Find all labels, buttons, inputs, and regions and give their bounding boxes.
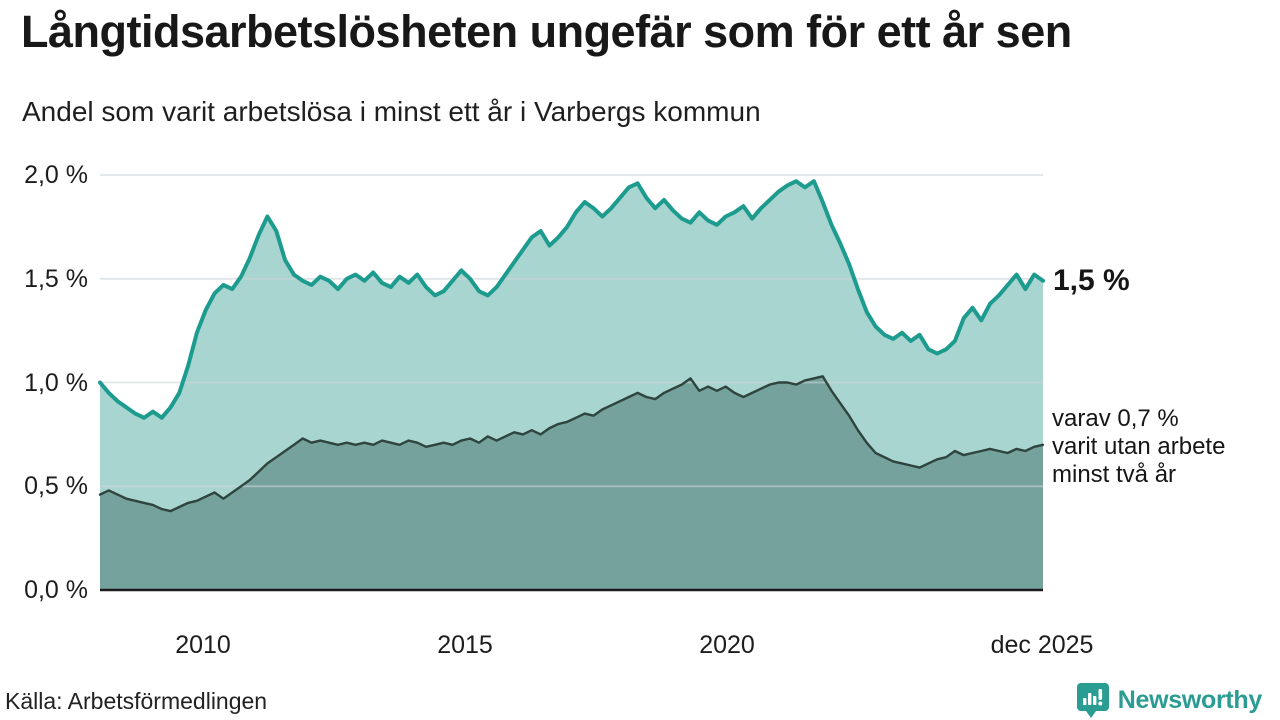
- x-tick-label: 2015: [437, 631, 493, 659]
- two-year-area: [100, 376, 1043, 590]
- y-tick-label: 2,0 %: [24, 161, 88, 189]
- x-tick-label: dec 2025: [990, 631, 1094, 659]
- x-tick-label: 2010: [175, 631, 231, 659]
- page-title: Långtidsarbetslösheten ungefär som för e…: [21, 6, 1072, 57]
- annotation-line: minst två år: [1052, 461, 1177, 488]
- newsworthy-logo: Newsworthy: [1076, 682, 1262, 718]
- two-year-line: [98, 375, 1045, 513]
- y-tick-label: 1,0 %: [24, 368, 88, 397]
- chart-subtitle: Andel som varit arbetslösa i minst ett å…: [22, 96, 761, 127]
- one-year-line: [98, 179, 1045, 420]
- annotation-line: varit utan arbete: [1052, 433, 1226, 460]
- sub-series-annotation: varav 0,7 % varit utan arbete minst två …: [1052, 405, 1225, 489]
- y-tick-label: 1,5 %: [24, 264, 88, 293]
- newsworthy-icon: [1076, 683, 1109, 718]
- y-tick-label: 0,0 %: [24, 576, 88, 604]
- source-note: Källa: Arbetsförmedlingen: [5, 688, 268, 714]
- newsworthy-wordmark: Newsworthy: [1117, 685, 1263, 714]
- y-tick-label: 0,5 %: [24, 472, 88, 500]
- series-end-value-label: 1,5 %: [1053, 264, 1130, 297]
- annotation-line: varav 0,7 %: [1052, 405, 1179, 432]
- gridlines: [100, 174, 1043, 488]
- x-tick-label: 2020: [699, 631, 755, 659]
